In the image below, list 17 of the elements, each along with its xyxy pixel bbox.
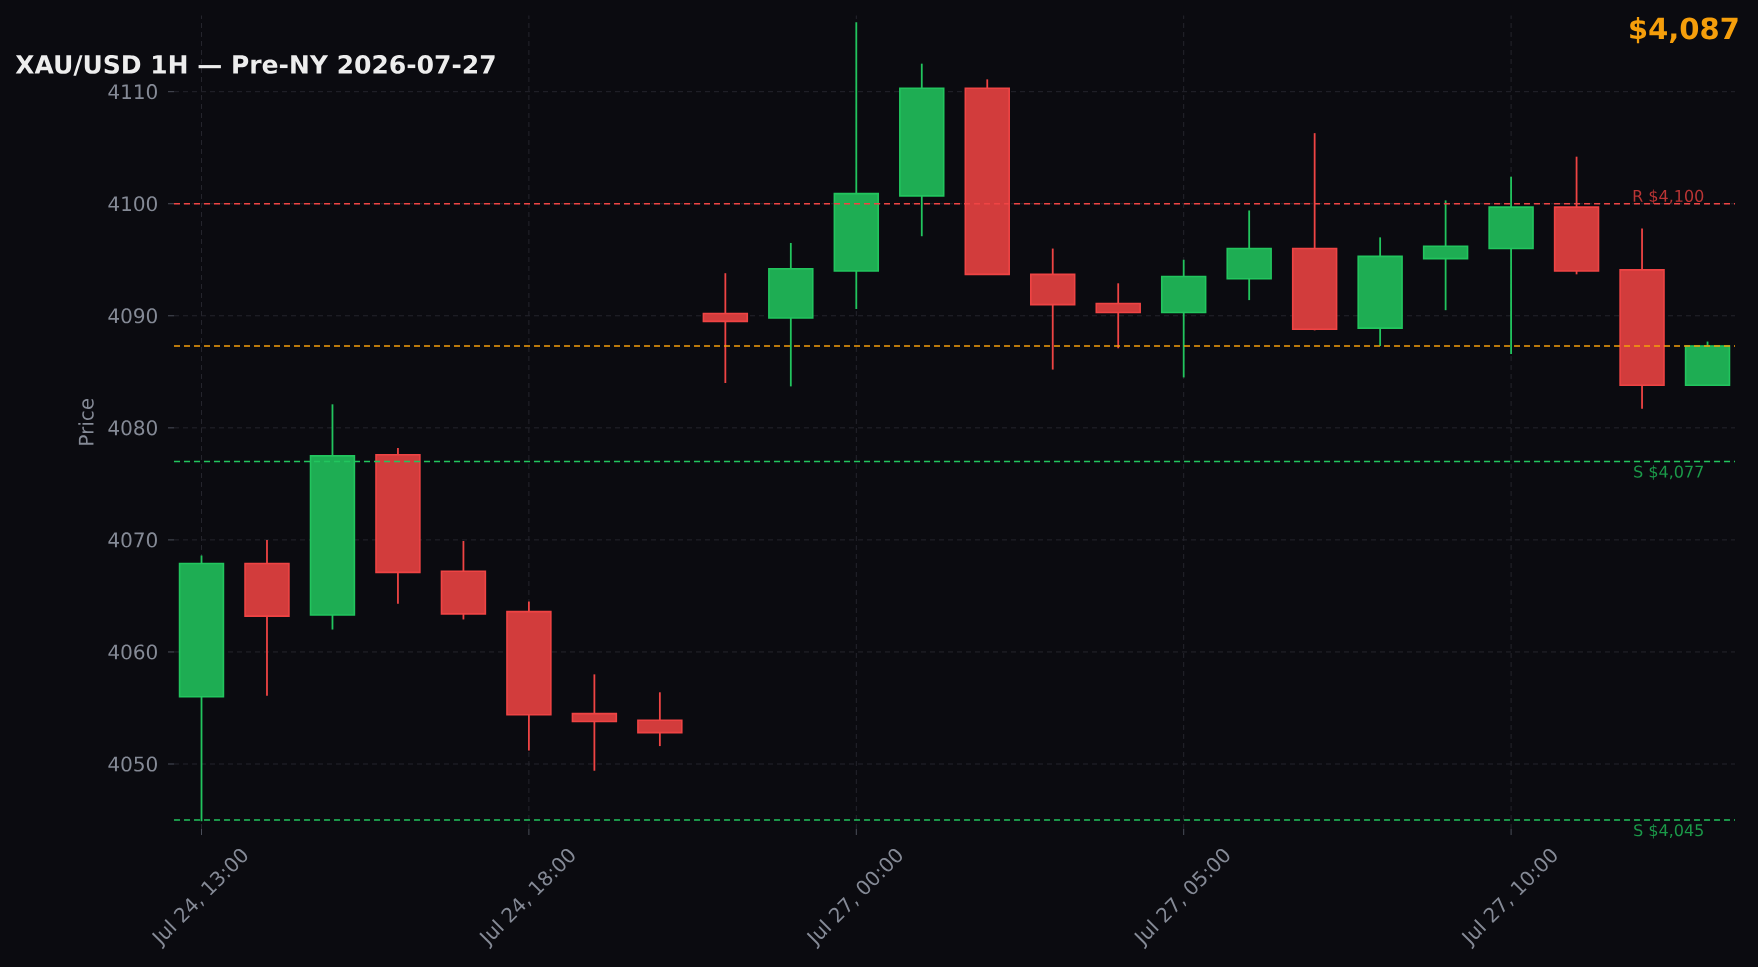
y-tick-label: 4090 <box>108 308 157 324</box>
y-tick-label: 4100 <box>108 196 157 212</box>
text: XAU/USD 1H — Pre-NY 2026-07-27 <box>15 54 495 76</box>
y-tick-label: 4070 <box>108 532 157 548</box>
ref-line-label: R $4,100 <box>1633 189 1704 205</box>
y-tick-label: 4080 <box>108 420 157 436</box>
ref-line-label: S $4,045 <box>1634 823 1703 839</box>
candlestick <box>1422 199 1469 312</box>
annotation: $4,087 <box>1630 16 1738 44</box>
y-tick-label: 4050 <box>108 756 157 772</box>
candlestick <box>571 673 618 772</box>
y-tick-label: 4110 <box>108 84 157 100</box>
candlestick <box>702 272 749 384</box>
y-axis-title: Price <box>78 398 94 445</box>
y-tick-label: 4060 <box>108 644 157 660</box>
ref-line-label: S $4,077 <box>1634 465 1703 480</box>
candlestick <box>1095 282 1141 350</box>
